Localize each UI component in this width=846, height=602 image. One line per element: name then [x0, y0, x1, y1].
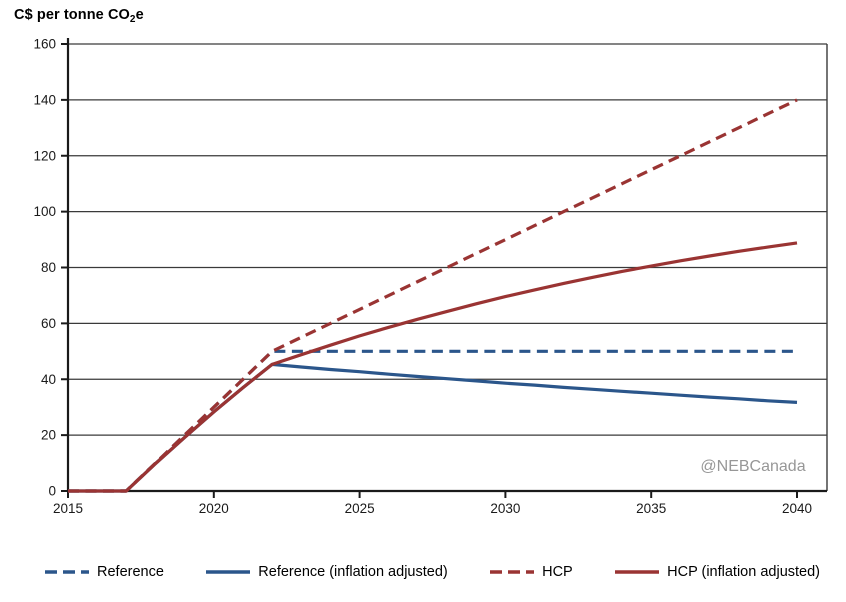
y-tick-label: 40 [41, 372, 56, 387]
series-line-reference [68, 349, 797, 493]
x-tick-label: 2040 [782, 501, 812, 516]
y-tick-label: 60 [41, 316, 56, 331]
y-tick-label: 140 [33, 92, 56, 107]
axes [61, 38, 827, 498]
legend-label-reference: Reference [97, 564, 164, 580]
x-tick-label: 2015 [53, 501, 83, 516]
dashed-line-swatch-icon [45, 570, 89, 574]
chart-title-text: C$ per tonne CO [14, 7, 130, 23]
legend-label-reference-inflation-adjusted: Reference (inflation adjusted) [258, 564, 448, 580]
y-tick-label: 80 [41, 260, 56, 275]
watermark: @NEBCanada [700, 458, 805, 475]
chart-legend: Reference Reference (inflation adjusted) H… [0, 552, 846, 592]
chart-title-subscript: 2 [129, 14, 136, 25]
solid-line-swatch-icon [206, 570, 251, 574]
y-axis-tick-labels: 0 20 40 60 80 100 120 140 160 [33, 37, 56, 499]
legend-label-hcp-inflation-adjusted: HCP (inflation adjusted) [667, 564, 820, 580]
series-line-hcp-inflation-adjusted [68, 241, 798, 493]
y-tick-label: 160 [33, 37, 56, 52]
legend-item-reference: Reference [44, 564, 164, 580]
series-line-hcp [68, 98, 798, 493]
dashed-line-swatch-icon [490, 570, 535, 574]
series-lines [68, 98, 798, 493]
x-tick-label: 2020 [199, 501, 229, 516]
solid-line-swatch-icon [615, 570, 660, 574]
legend-item-reference-inflation-adjusted: Reference (inflation adjusted) [205, 564, 448, 580]
legend-label-hcp: HCP [542, 564, 573, 580]
x-axis-tick-labels: 2015 2020 2025 2030 2035 2040 [53, 501, 812, 516]
y-tick-label: 20 [41, 428, 56, 443]
y-tick-label: 100 [33, 204, 56, 219]
y-tick-label: 0 [48, 484, 56, 499]
y-tick-label: 120 [33, 148, 56, 163]
series-line-reference-inflation-adjusted [68, 362, 798, 493]
x-tick-label: 2025 [345, 501, 375, 516]
x-tick-label: 2035 [636, 501, 666, 516]
chart-title: C$ per tonne CO2e [14, 7, 144, 25]
legend-item-hcp-inflation-adjusted: HCP (inflation adjusted) [614, 564, 820, 580]
legend-item-hcp: HCP [489, 564, 573, 580]
gridlines [68, 43, 828, 491]
x-tick-label: 2030 [490, 501, 520, 516]
chart-title-suffix: e [135, 7, 144, 23]
